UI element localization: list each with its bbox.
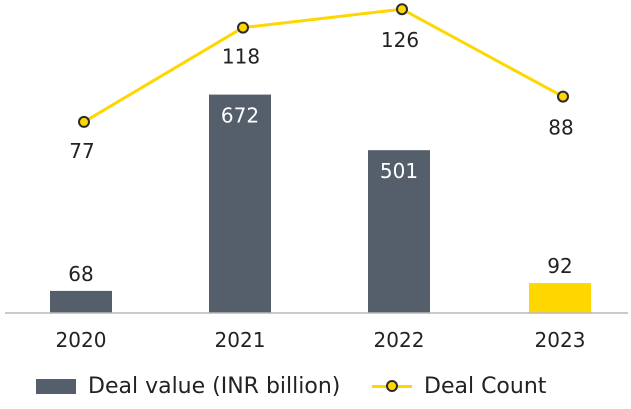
bar-2021 <box>209 94 271 313</box>
legend-swatch-bar <box>36 378 76 394</box>
x-tick-label-2021: 2021 <box>215 328 266 352</box>
legend: Deal value (INR billion) Deal Count <box>0 368 631 408</box>
x-tick-label-2023: 2023 <box>535 328 586 352</box>
deal-count-point-2022 <box>396 3 408 16</box>
bar-value-label-2020: 68 <box>68 262 93 286</box>
legend-label-deal-count: Deal Count <box>424 373 547 399</box>
legend-item-deal-count: Deal Count <box>372 368 546 404</box>
deal-count-line <box>83 7 564 124</box>
bar-value-label-2023: 92 <box>547 254 572 278</box>
bar-labels-layer: 68 672 501 92 <box>68 104 572 286</box>
deal-count-point-2020 <box>78 115 90 128</box>
bars-layer <box>50 94 591 313</box>
deal-count-label-2020: 77 <box>69 139 94 163</box>
deal-count-label-2023: 88 <box>548 116 573 140</box>
legend-swatch-line <box>372 379 412 394</box>
line-labels-layer: 77 118 126 88 <box>69 28 573 163</box>
line-layer <box>78 3 569 128</box>
x-tick-label-2022: 2022 <box>374 328 425 352</box>
deal-count-point-2021 <box>237 21 249 34</box>
legend-label-deal-value: Deal value (INR billion) <box>88 373 341 399</box>
deal-count-point-2023 <box>557 90 569 103</box>
chart: 68 672 501 92 2020 2021 2022 2023 77 118 126 88 <box>5 3 628 352</box>
bar-2020 <box>50 290 112 313</box>
deal-count-label-2022: 126 <box>381 28 419 52</box>
x-tick-labels: 2020 2021 2022 2023 <box>56 328 586 352</box>
bar-value-label-2022: 501 <box>380 159 418 183</box>
bar-2022 <box>368 150 430 313</box>
legend-item-deal-value: Deal value (INR billion) <box>36 368 340 404</box>
x-tick-label-2020: 2020 <box>56 328 107 352</box>
bar-value-label-2021: 672 <box>221 104 259 128</box>
deal-count-label-2021: 118 <box>222 45 260 69</box>
bar-2023 <box>529 283 591 313</box>
